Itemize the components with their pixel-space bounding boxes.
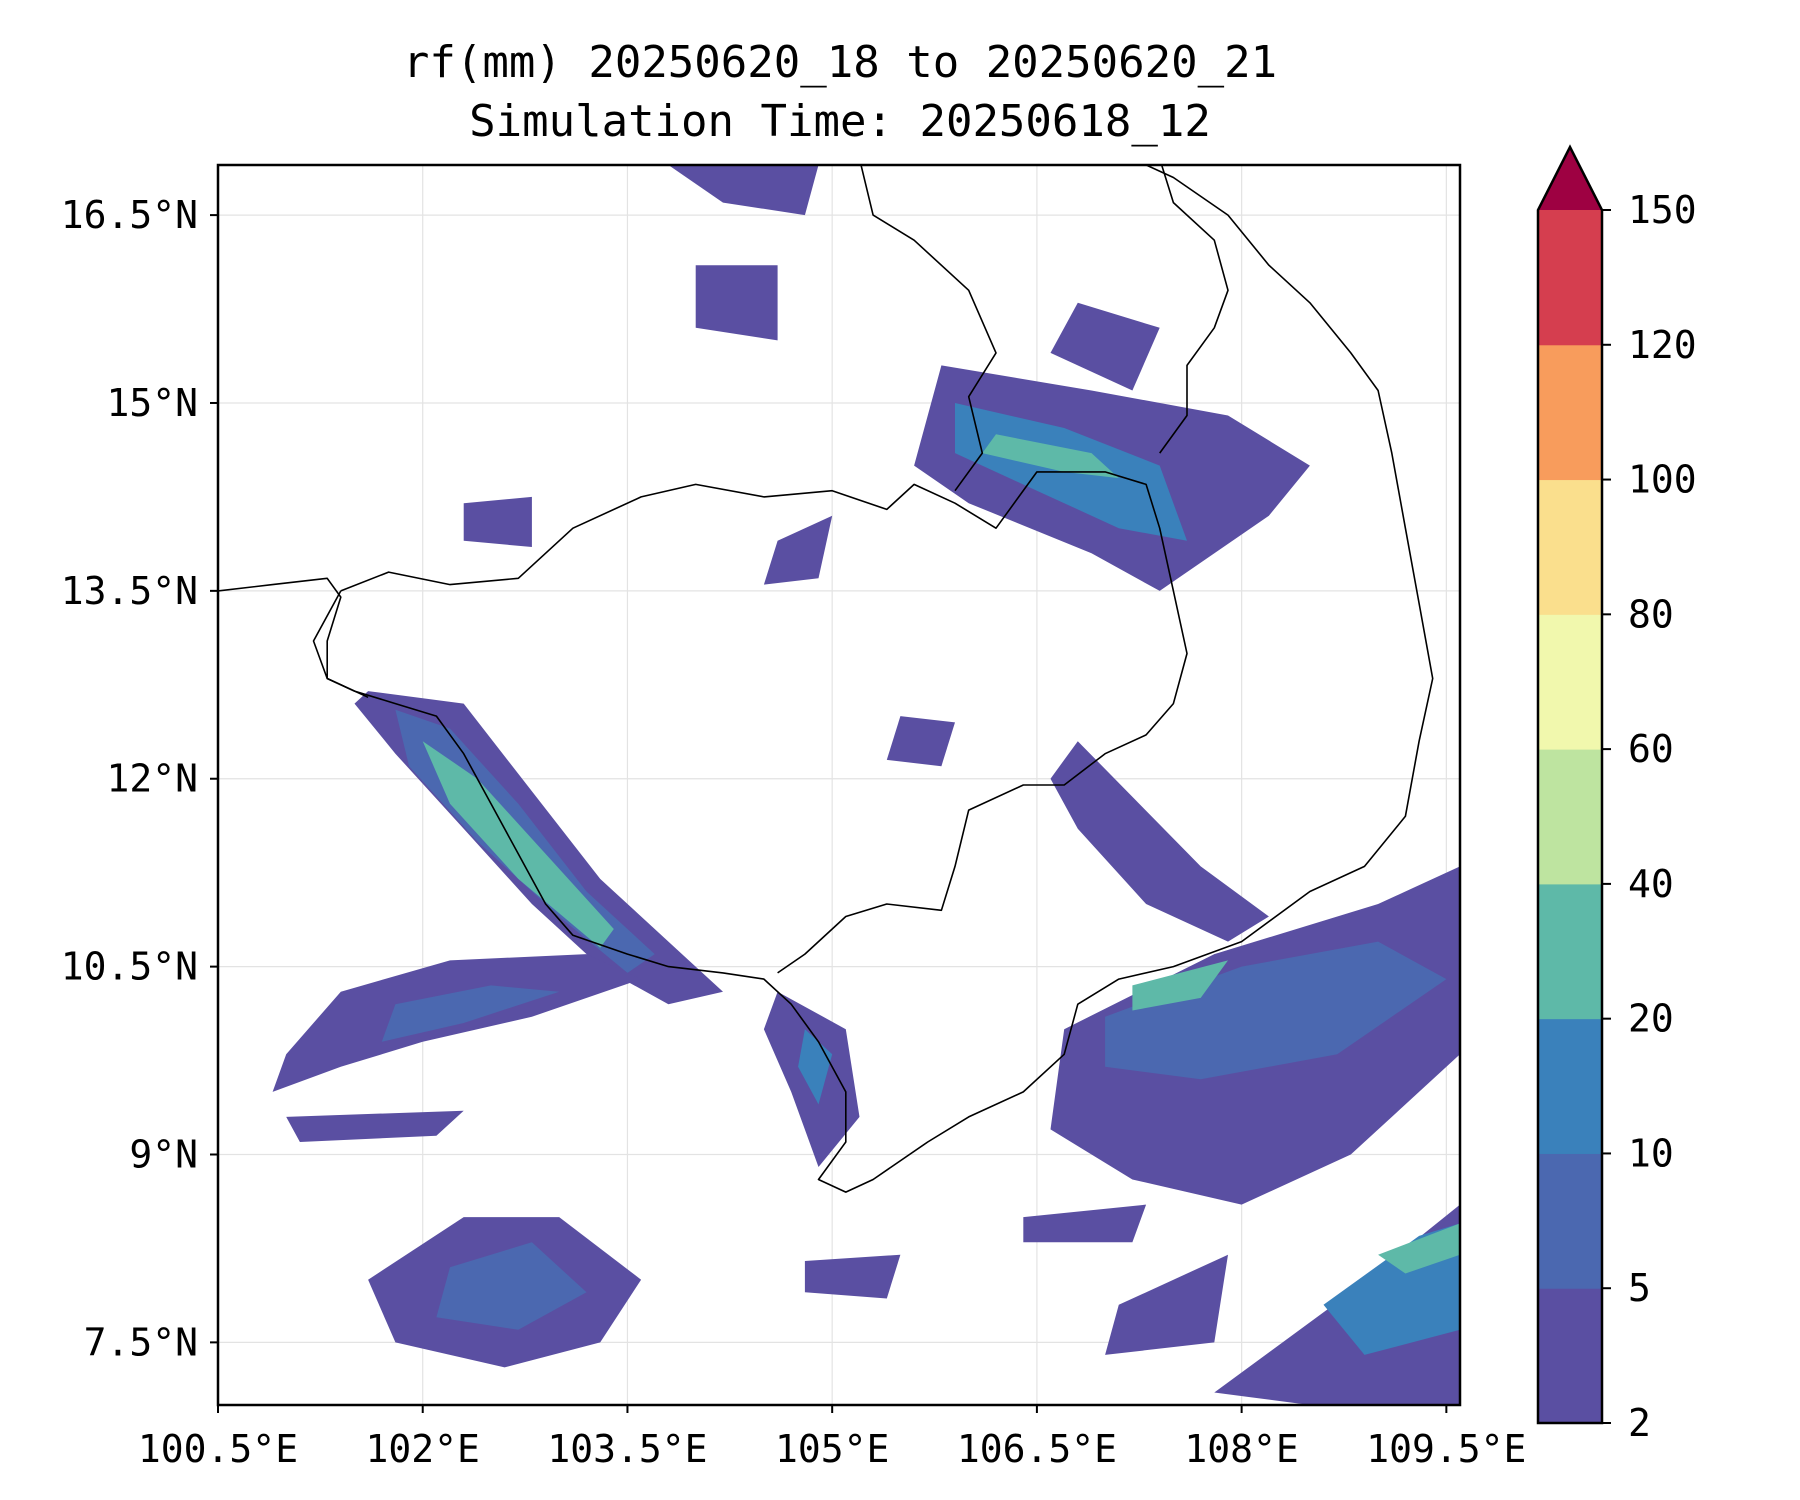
rain-patch-20-40 (1378, 1223, 1460, 1274)
colorbar-tick-label: 2 (1628, 1401, 1651, 1445)
colorbar-outline (1536, 144, 1604, 1425)
colorbar-bin-60-80 (1538, 614, 1602, 750)
colorbar: 2 5 10 20 40 60 80 100 120 150 (1536, 144, 1697, 1445)
lon-tick-label: 109.5°E (1366, 1427, 1526, 1471)
map-frame (216, 163, 1462, 1407)
lon-tick-label: 106.5°E (957, 1427, 1117, 1471)
colorbar-tick-label: 20 (1628, 997, 1674, 1041)
rain-patch-20-40 (1132, 960, 1228, 1011)
colorbar-bin-40-60 (1538, 749, 1602, 885)
rain-patch-2-5 (804, 1254, 901, 1299)
colorbar-bin-20-40 (1538, 883, 1602, 1020)
colorbar-tick-label: 100 (1628, 458, 1697, 502)
lon-tick-label: 102°E (366, 1427, 480, 1471)
colorbar-tick-label: 40 (1628, 862, 1674, 906)
colorbar-tick-label: 120 (1628, 323, 1697, 367)
border-line-1 (340, 471, 1188, 974)
rain-patch-20-40 (422, 741, 614, 948)
rain-patch-2-5 (695, 265, 778, 341)
figure-title-line2: Simulation Time: 20250618_12 (469, 96, 1211, 147)
border-line-0 (218, 165, 1434, 1193)
rain-patch-2-5 (1105, 1254, 1228, 1355)
lon-tick-label: 100.5°E (138, 1427, 298, 1471)
latitude-ticks: 16.5°N 15°N 13.5°N 12°N 10.5°N 9°N 7.5°N (61, 193, 218, 1364)
rain-patch-2-5 (886, 716, 955, 767)
border-line-2 (860, 165, 997, 492)
colorbar-bin-100-120 (1538, 344, 1602, 481)
border-line-4 (312, 590, 369, 699)
rain-patch-2-5 (668, 165, 819, 216)
lat-tick-label: 12°N (106, 757, 198, 801)
colorbar-tick-label: 60 (1628, 727, 1674, 771)
colorbar-tick-label: 10 (1628, 1131, 1674, 1175)
border-line-3 (1159, 165, 1229, 454)
rain-patch-5-10 (436, 1242, 587, 1330)
coastlines-and-borders (218, 165, 1434, 1193)
lat-tick-label: 13.5°N (61, 569, 198, 613)
colorbar-tick-label: 5 (1628, 1266, 1651, 1310)
rain-patch-2-5 (1050, 741, 1269, 942)
lat-tick-label: 9°N (129, 1132, 198, 1176)
colorbar-tick-label: 80 (1628, 592, 1674, 636)
map-background (218, 165, 1460, 1405)
colorbar-bin-5-10 (1538, 1153, 1602, 1289)
colorbar-bin-120-150 (1538, 210, 1602, 346)
rain-patch-2-5 (1023, 1204, 1147, 1243)
rain-patch-2-5 (286, 1110, 464, 1142)
colorbar-extend-arrow (1538, 147, 1602, 210)
longitude-ticks: 100.5°E 102°E 103.5°E 105°E 106.5°E 108°E 109.… (138, 1405, 1526, 1471)
rain-patch-20-40 (982, 434, 1119, 479)
rain-patch-2-5 (1050, 302, 1160, 391)
lat-tick-label: 16.5°N (61, 193, 198, 237)
colorbar-bin-2-5 (1538, 1288, 1602, 1424)
rainfall-contours (272, 165, 1460, 1405)
lat-tick-label: 7.5°N (84, 1320, 198, 1364)
lon-tick-label: 103.5°E (547, 1427, 707, 1471)
gridlines (218, 165, 1460, 1405)
lat-tick-label: 10.5°N (61, 945, 198, 989)
rain-patch-5-10 (1105, 941, 1447, 1080)
map-panel: 100.5°E 102°E 103.5°E 105°E 106.5°E 108°E 109.… (61, 163, 1526, 1471)
colorbar-tick-label: 150 (1628, 188, 1697, 232)
rain-patch-10-20 (798, 1029, 833, 1105)
colorbar-bin-80-100 (1538, 479, 1602, 615)
lat-tick-label: 15°N (106, 381, 198, 425)
lon-tick-label: 105°E (775, 1427, 889, 1471)
rain-patch-2-5 (463, 496, 532, 547)
figure-title-line1: rf(mm) 20250620_18 to 20250620_21 (403, 37, 1277, 88)
rain-patch-2-5 (763, 515, 833, 585)
colorbar-bin-10-20 (1538, 1018, 1602, 1154)
lon-tick-label: 108°E (1184, 1427, 1298, 1471)
rain-patch-5-10 (381, 985, 560, 1042)
